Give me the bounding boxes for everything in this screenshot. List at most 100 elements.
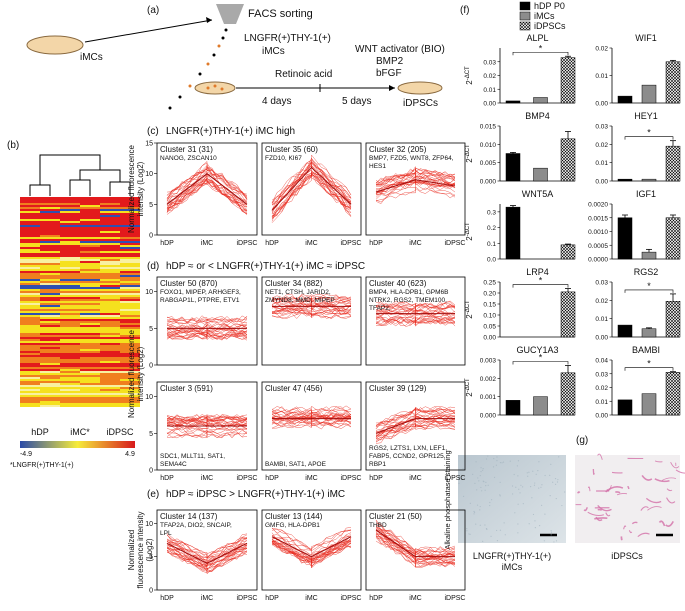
heatmap-cell bbox=[60, 343, 80, 345]
y-tick-label: 0.20 bbox=[483, 291, 496, 298]
heatmap-cell bbox=[100, 343, 120, 345]
heatmap-cell bbox=[20, 227, 40, 229]
heatmap-cell bbox=[40, 243, 60, 245]
heatmap-cell bbox=[60, 247, 80, 249]
heatmap-cell bbox=[40, 209, 60, 211]
heatmap-cell bbox=[20, 299, 40, 301]
x-tick-label: iDPSC bbox=[236, 240, 257, 247]
heatmap-cell bbox=[20, 399, 40, 401]
heatmap-cell bbox=[40, 291, 60, 293]
y-axis-label-exponent: -ΔCT bbox=[465, 66, 471, 80]
heatmap-cell bbox=[120, 267, 140, 269]
heatmap-cell bbox=[120, 235, 140, 237]
heatmap-cell bbox=[20, 297, 40, 299]
heatmap-cell bbox=[40, 201, 60, 203]
heatmap-cell bbox=[80, 389, 100, 391]
error-bar bbox=[565, 365, 571, 373]
heatmap-cell bbox=[80, 309, 100, 311]
heatmap-cell bbox=[60, 205, 80, 207]
heatmap-cell bbox=[20, 333, 40, 335]
heatmap-cell bbox=[80, 277, 100, 279]
trace bbox=[271, 171, 352, 217]
cluster-box bbox=[365, 142, 466, 236]
heatmap-cell bbox=[120, 347, 140, 349]
heatmap-cell bbox=[40, 245, 60, 247]
heatmap-cell bbox=[100, 317, 120, 319]
heatmap-cell bbox=[60, 387, 80, 389]
heatmap-cell bbox=[80, 357, 100, 359]
heatmap-cell bbox=[60, 253, 80, 255]
panel-label: (c) bbox=[147, 126, 159, 137]
heatmap-cell bbox=[100, 275, 120, 277]
trace bbox=[166, 418, 248, 426]
heatmap-cell bbox=[40, 283, 60, 285]
heatmap-cell bbox=[100, 223, 120, 225]
y-tick-label: 0.02 bbox=[483, 73, 496, 80]
heatmap-cell bbox=[120, 343, 140, 345]
heatmap-cell bbox=[40, 229, 60, 231]
cluster-genes: LPL bbox=[160, 530, 172, 537]
heatmap-cell bbox=[40, 307, 60, 309]
heatmap-cell bbox=[20, 377, 40, 379]
chart-title: ALPL bbox=[526, 33, 548, 43]
photo-texture bbox=[540, 486, 542, 488]
heatmap-cell bbox=[20, 315, 40, 317]
heatmap-cell bbox=[20, 269, 40, 271]
photo-texture bbox=[647, 506, 662, 511]
photo-texture bbox=[472, 473, 474, 475]
heatmap-cell bbox=[60, 327, 80, 329]
cluster-mean bbox=[166, 173, 248, 205]
heatmap-cell bbox=[40, 223, 60, 225]
column-label: hDP bbox=[31, 427, 49, 437]
heatmap-cell bbox=[20, 309, 40, 311]
cluster-traces bbox=[271, 405, 352, 430]
heatmap-cell bbox=[80, 251, 100, 253]
heatmap-cell bbox=[60, 351, 80, 353]
chart-title: RGS2 bbox=[634, 267, 659, 277]
heatmap-cell bbox=[60, 227, 80, 229]
heatmap-cell bbox=[20, 287, 40, 289]
cluster-genes: RABGAP1L, PTPRE, ETV1 bbox=[160, 297, 240, 304]
heatmap-cell bbox=[60, 367, 80, 369]
bar bbox=[641, 178, 657, 182]
heatmap-cell bbox=[100, 319, 120, 321]
heatmap-cell bbox=[20, 239, 40, 241]
heatmap-cell bbox=[100, 379, 120, 381]
heatmap-cell bbox=[80, 305, 100, 307]
heatmap-cell bbox=[20, 343, 40, 345]
heatmap-cell bbox=[20, 249, 40, 251]
bar bbox=[665, 61, 681, 104]
trace bbox=[166, 534, 248, 558]
heatmap-cell bbox=[80, 283, 100, 285]
trace bbox=[375, 180, 456, 198]
heatmap-cell bbox=[80, 375, 100, 377]
heatmap-cell bbox=[100, 291, 120, 293]
heatmap-cell bbox=[100, 325, 120, 327]
heatmap-cell bbox=[40, 247, 60, 249]
heatmap-cell bbox=[40, 403, 60, 405]
heatmap-cell bbox=[40, 355, 60, 357]
x-tick-label: iMC bbox=[201, 240, 213, 247]
heatmap-cell bbox=[20, 391, 40, 393]
heatmap-cell bbox=[120, 251, 140, 253]
heatmap-cell bbox=[60, 335, 80, 337]
photo-texture bbox=[544, 474, 546, 477]
heatmap-cell bbox=[20, 389, 40, 391]
heatmap-cell bbox=[100, 389, 120, 391]
y-axis-label-base: 2 bbox=[465, 392, 474, 397]
trace bbox=[166, 164, 248, 202]
trace bbox=[375, 537, 456, 567]
heatmap-cell bbox=[40, 227, 60, 229]
photo-texture bbox=[594, 517, 608, 520]
photo-texture bbox=[476, 504, 479, 506]
photo-texture bbox=[478, 480, 480, 482]
heatmap-cell bbox=[100, 221, 120, 223]
photo-texture bbox=[558, 456, 560, 458]
heatmap-cell bbox=[40, 373, 60, 375]
heatmap-cell bbox=[40, 331, 60, 333]
heatmap-cell bbox=[80, 271, 100, 273]
y-axis-label-exponent: -ΔCT bbox=[465, 222, 471, 236]
error-bar bbox=[670, 59, 676, 62]
heatmap-cell bbox=[20, 217, 40, 219]
heatmap-cell bbox=[100, 235, 120, 237]
